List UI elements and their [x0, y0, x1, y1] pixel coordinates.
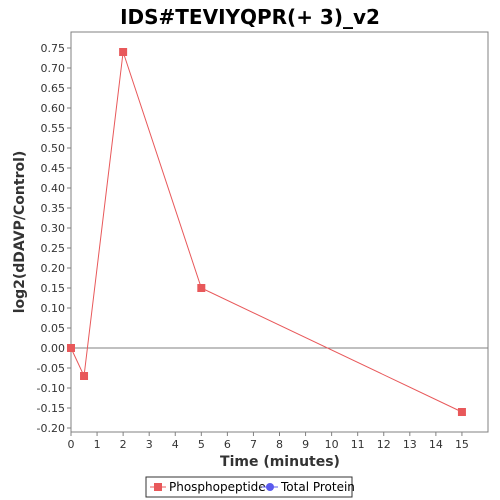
y-tick-label: 0.35: [41, 202, 66, 215]
x-tick-label: 4: [172, 438, 179, 451]
legend-label-total-protein: Total Protein: [280, 480, 355, 494]
y-tick-label: 0.75: [41, 42, 66, 55]
data-point: [67, 344, 75, 352]
x-tick-label: 12: [377, 438, 391, 451]
y-tick-label: 0.05: [41, 322, 66, 335]
chart-title: IDS#TEVIYQPR(+ 3)_v2: [120, 5, 380, 29]
x-tick-label: 10: [325, 438, 339, 451]
y-tick-label: 0.00: [41, 342, 66, 355]
x-tick-label: 0: [68, 438, 75, 451]
data-point: [119, 48, 128, 56]
x-tick-label: 5: [198, 438, 205, 451]
data-point: [80, 372, 89, 380]
x-tick-label: 7: [250, 438, 257, 451]
y-tick-label: 0.10: [41, 302, 66, 315]
x-axis-label: Time (minutes): [220, 454, 340, 470]
x-tick-label: 14: [429, 438, 443, 451]
legend: Phosphopeptide Total Protein: [145, 476, 355, 498]
y-axis: -0.20 -0.15 -0.10 -0.05 0.00 0.05 0.10 0.15 0.20…: [37, 42, 71, 435]
data-point: [197, 284, 206, 292]
x-tick-label: 6: [224, 438, 231, 451]
legend-label-phosphopeptide: Phosphopeptide: [169, 480, 266, 494]
data-point: [457, 408, 466, 416]
y-tick-label: -0.20: [37, 422, 65, 435]
y-tick-label: 0.40: [41, 182, 66, 195]
x-tick-label: 15: [455, 438, 469, 451]
y-tick-label: 0.70: [41, 62, 66, 75]
y-tick-label: 0.15: [41, 282, 66, 295]
y-axis-label: log2(dDAVP/Control): [12, 151, 28, 314]
y-tick-label: 0.60: [41, 102, 66, 115]
plot-area: [70, 31, 489, 433]
x-tick-label: 8: [276, 438, 283, 451]
x-tick-label: 3: [146, 438, 153, 451]
legend-box: [145, 476, 353, 498]
y-tick-label: -0.15: [37, 402, 65, 415]
series-layer: [67, 48, 466, 416]
x-tick-label: 1: [94, 438, 101, 451]
y-tick-label: -0.05: [37, 362, 65, 375]
y-tick-label: 0.50: [41, 142, 66, 155]
y-tick-label: 0.30: [41, 222, 66, 235]
x-tick-label: 13: [403, 438, 417, 451]
y-tick-label: 0.45: [41, 162, 66, 175]
y-tick-label: 0.25: [41, 242, 66, 255]
y-tick-label: 0.55: [41, 122, 66, 135]
x-tick-label: 11: [351, 438, 365, 451]
x-tick-label: 2: [120, 438, 127, 451]
y-tick-label: 0.20: [41, 262, 66, 275]
y-tick-label: 0.65: [41, 82, 66, 95]
y-tick-label: -0.10: [37, 382, 65, 395]
x-axis: 0 1 2 3 4 5 6 7 8 9 10 11 12 13 14 15: [68, 432, 469, 451]
legend-marker-phosphopeptide: [154, 483, 162, 491]
x-tick-label: 9: [302, 438, 309, 451]
legend-marker-total-protein: [266, 483, 274, 491]
